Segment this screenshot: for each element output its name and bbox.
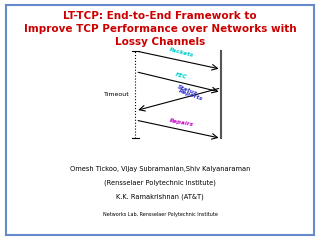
- Text: LT-TCP: End-to-End Framework to
Improve TCP Performance over Networks with
Lossy: LT-TCP: End-to-End Framework to Improve …: [24, 11, 296, 47]
- Text: Omesh Tickoo, Vijay Subramanian,Shiv Kalyanaraman: Omesh Tickoo, Vijay Subramanian,Shiv Kal…: [70, 166, 250, 172]
- Text: Status: Status: [177, 84, 198, 96]
- Text: Packets: Packets: [169, 47, 194, 58]
- Text: FEC: FEC: [175, 72, 188, 80]
- Text: Repairs: Repairs: [169, 118, 194, 127]
- Text: (Rensselaer Polytechnic Institute): (Rensselaer Polytechnic Institute): [104, 180, 216, 186]
- Text: Timeout: Timeout: [104, 92, 129, 97]
- Text: Networks Lab, Rensselaer Polytechnic Institute: Networks Lab, Rensselaer Polytechnic Ins…: [103, 212, 217, 217]
- Text: K.K. Ramakrishnan (AT&T): K.K. Ramakrishnan (AT&T): [116, 194, 204, 200]
- Text: Reports: Reports: [178, 88, 204, 102]
